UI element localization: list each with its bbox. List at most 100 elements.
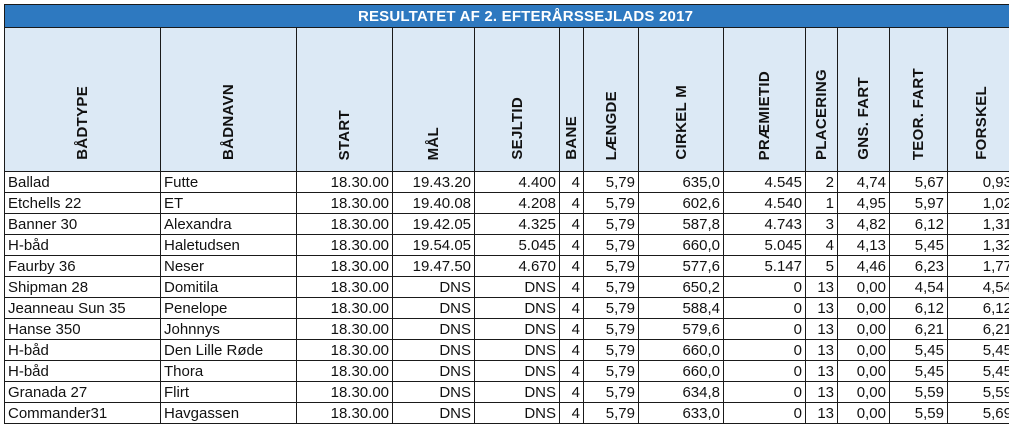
cell-start: 18.30.00 [296, 297, 393, 319]
cell-bådnavn: Penelope [160, 297, 297, 319]
cell-placering: 13 [805, 402, 838, 424]
results-sheet: RESULTATET AF 2. EFTERÅRSSEJLADS 2017 BÅ… [3, 4, 1009, 424]
cell-længde: 5,79 [583, 381, 639, 403]
cell-præmietid: 0 [723, 318, 806, 340]
cell-cirkel-m: 634,8 [638, 381, 724, 403]
cell-sejltid: 5.045 [474, 234, 560, 256]
column-header-forskel: FORSKEL [947, 27, 1009, 172]
table-row: H-båd Thora 18.30.00 DNS DNS 4 5,79 660,0 0 13 0,0… [4, 360, 1009, 382]
cell-cirkel-m: 660,0 [638, 360, 724, 382]
cell-mål: DNS [392, 381, 475, 403]
cell-længde: 5,79 [583, 360, 639, 382]
cell-gns-fart: 0,00 [837, 381, 890, 403]
cell-mål: 19.43.20 [392, 171, 475, 193]
cell-sejltid: DNS [474, 276, 560, 298]
cell-bådtype: Hanse 350 [4, 318, 161, 340]
cell-bådtype: Granada 27 [4, 381, 161, 403]
cell-sejltid: DNS [474, 339, 560, 361]
column-header-label: BANE [563, 116, 580, 160]
cell-præmietid: 5.045 [723, 234, 806, 256]
cell-mål: 19.47.50 [392, 255, 475, 277]
cell-teor-fart: 5,45 [889, 339, 948, 361]
cell-længde: 5,79 [583, 171, 639, 193]
cell-bådnavn: Thora [160, 360, 297, 382]
cell-bådnavn: Futte [160, 171, 297, 193]
cell-længde: 5,79 [583, 192, 639, 214]
cell-gns-fart: 0,00 [837, 276, 890, 298]
cell-bådnavn: Havgassen [160, 402, 297, 424]
column-header-bane: BANE [559, 27, 584, 172]
cell-bådtype: Jeanneau Sun 35 [4, 297, 161, 319]
cell-forskel: 5,69 [947, 402, 1009, 424]
cell-mål: 19.42.05 [392, 213, 475, 235]
cell-teor-fart: 6,12 [889, 297, 948, 319]
column-header-label: BÅDTYPE [74, 86, 91, 160]
cell-mål: DNS [392, 318, 475, 340]
results-table: RESULTATET AF 2. EFTERÅRSSEJLADS 2017 BÅ… [3, 4, 1009, 424]
cell-cirkel-m: 660,0 [638, 234, 724, 256]
cell-sejltid: DNS [474, 360, 560, 382]
cell-bane: 4 [559, 213, 584, 235]
cell-forskel: 1,32 [947, 234, 1009, 256]
cell-mål: DNS [392, 360, 475, 382]
cell-cirkel-m: 577,6 [638, 255, 724, 277]
cell-præmietid: 0 [723, 339, 806, 361]
cell-teor-fart: 5,45 [889, 360, 948, 382]
cell-gns-fart: 0,00 [837, 318, 890, 340]
cell-placering: 1 [805, 192, 838, 214]
cell-gns-fart: 0,00 [837, 402, 890, 424]
cell-præmietid: 0 [723, 276, 806, 298]
cell-sejltid: 4.325 [474, 213, 560, 235]
cell-gns-fart: 0,00 [837, 339, 890, 361]
cell-placering: 13 [805, 360, 838, 382]
cell-bane: 4 [559, 297, 584, 319]
cell-teor-fart: 4,54 [889, 276, 948, 298]
column-header-label: BÅDNAVN [220, 84, 237, 160]
cell-teor-fart: 6,21 [889, 318, 948, 340]
cell-bådtype: H-båd [4, 234, 161, 256]
column-header-bådnavn: BÅDNAVN [160, 27, 297, 172]
cell-start: 18.30.00 [296, 171, 393, 193]
cell-cirkel-m: 633,0 [638, 402, 724, 424]
cell-bådtype: Ballad [4, 171, 161, 193]
cell-start: 18.30.00 [296, 255, 393, 277]
column-header-teor-fart: TEOR. FART [889, 27, 948, 172]
cell-præmietid: 4.540 [723, 192, 806, 214]
cell-start: 18.30.00 [296, 234, 393, 256]
cell-forskel: 1,02 [947, 192, 1009, 214]
cell-cirkel-m: 579,6 [638, 318, 724, 340]
cell-start: 18.30.00 [296, 213, 393, 235]
cell-teor-fart: 5,59 [889, 381, 948, 403]
cell-teor-fart: 5,97 [889, 192, 948, 214]
column-header-længde: LÆNGDE [583, 27, 639, 172]
cell-gns-fart: 4,46 [837, 255, 890, 277]
cell-bådtype: Etchells 22 [4, 192, 161, 214]
header-row: BÅDTYPE BÅDNAVN START MÅL SEJLTID BANE LÆNGDE C… [4, 27, 1009, 172]
column-header-label: CIRKEL M [672, 85, 690, 160]
cell-bane: 4 [559, 234, 584, 256]
cell-præmietid: 0 [723, 360, 806, 382]
cell-start: 18.30.00 [296, 381, 393, 403]
column-header-label: TEOR. FART [910, 67, 927, 160]
cell-forskel: 1,31 [947, 213, 1009, 235]
cell-forskel: 5,59 [947, 381, 1009, 403]
cell-sejltid: DNS [474, 402, 560, 424]
cell-bådnavn: Den Lille Røde [160, 339, 297, 361]
cell-længde: 5,79 [583, 234, 639, 256]
cell-længde: 5,79 [583, 213, 639, 235]
cell-forskel: 6,21 [947, 318, 1009, 340]
column-header-sejltid: SEJLTID [474, 27, 560, 172]
cell-bane: 4 [559, 402, 584, 424]
column-header-label: PRÆMIETID [756, 70, 773, 160]
cell-længde: 5,79 [583, 402, 639, 424]
cell-længde: 5,79 [583, 297, 639, 319]
cell-placering: 3 [805, 213, 838, 235]
cell-sejltid: 4.208 [474, 192, 560, 214]
cell-placering: 13 [805, 339, 838, 361]
cell-forskel: 5,45 [947, 360, 1009, 382]
column-header-label: MÅL [425, 126, 442, 160]
cell-cirkel-m: 650,2 [638, 276, 724, 298]
cell-start: 18.30.00 [296, 192, 393, 214]
table-row: Faurby 36 Neser 18.30.00 19.47.50 4.670 4 5,79… [4, 255, 1009, 277]
cell-bådnavn: Johnnys [160, 318, 297, 340]
